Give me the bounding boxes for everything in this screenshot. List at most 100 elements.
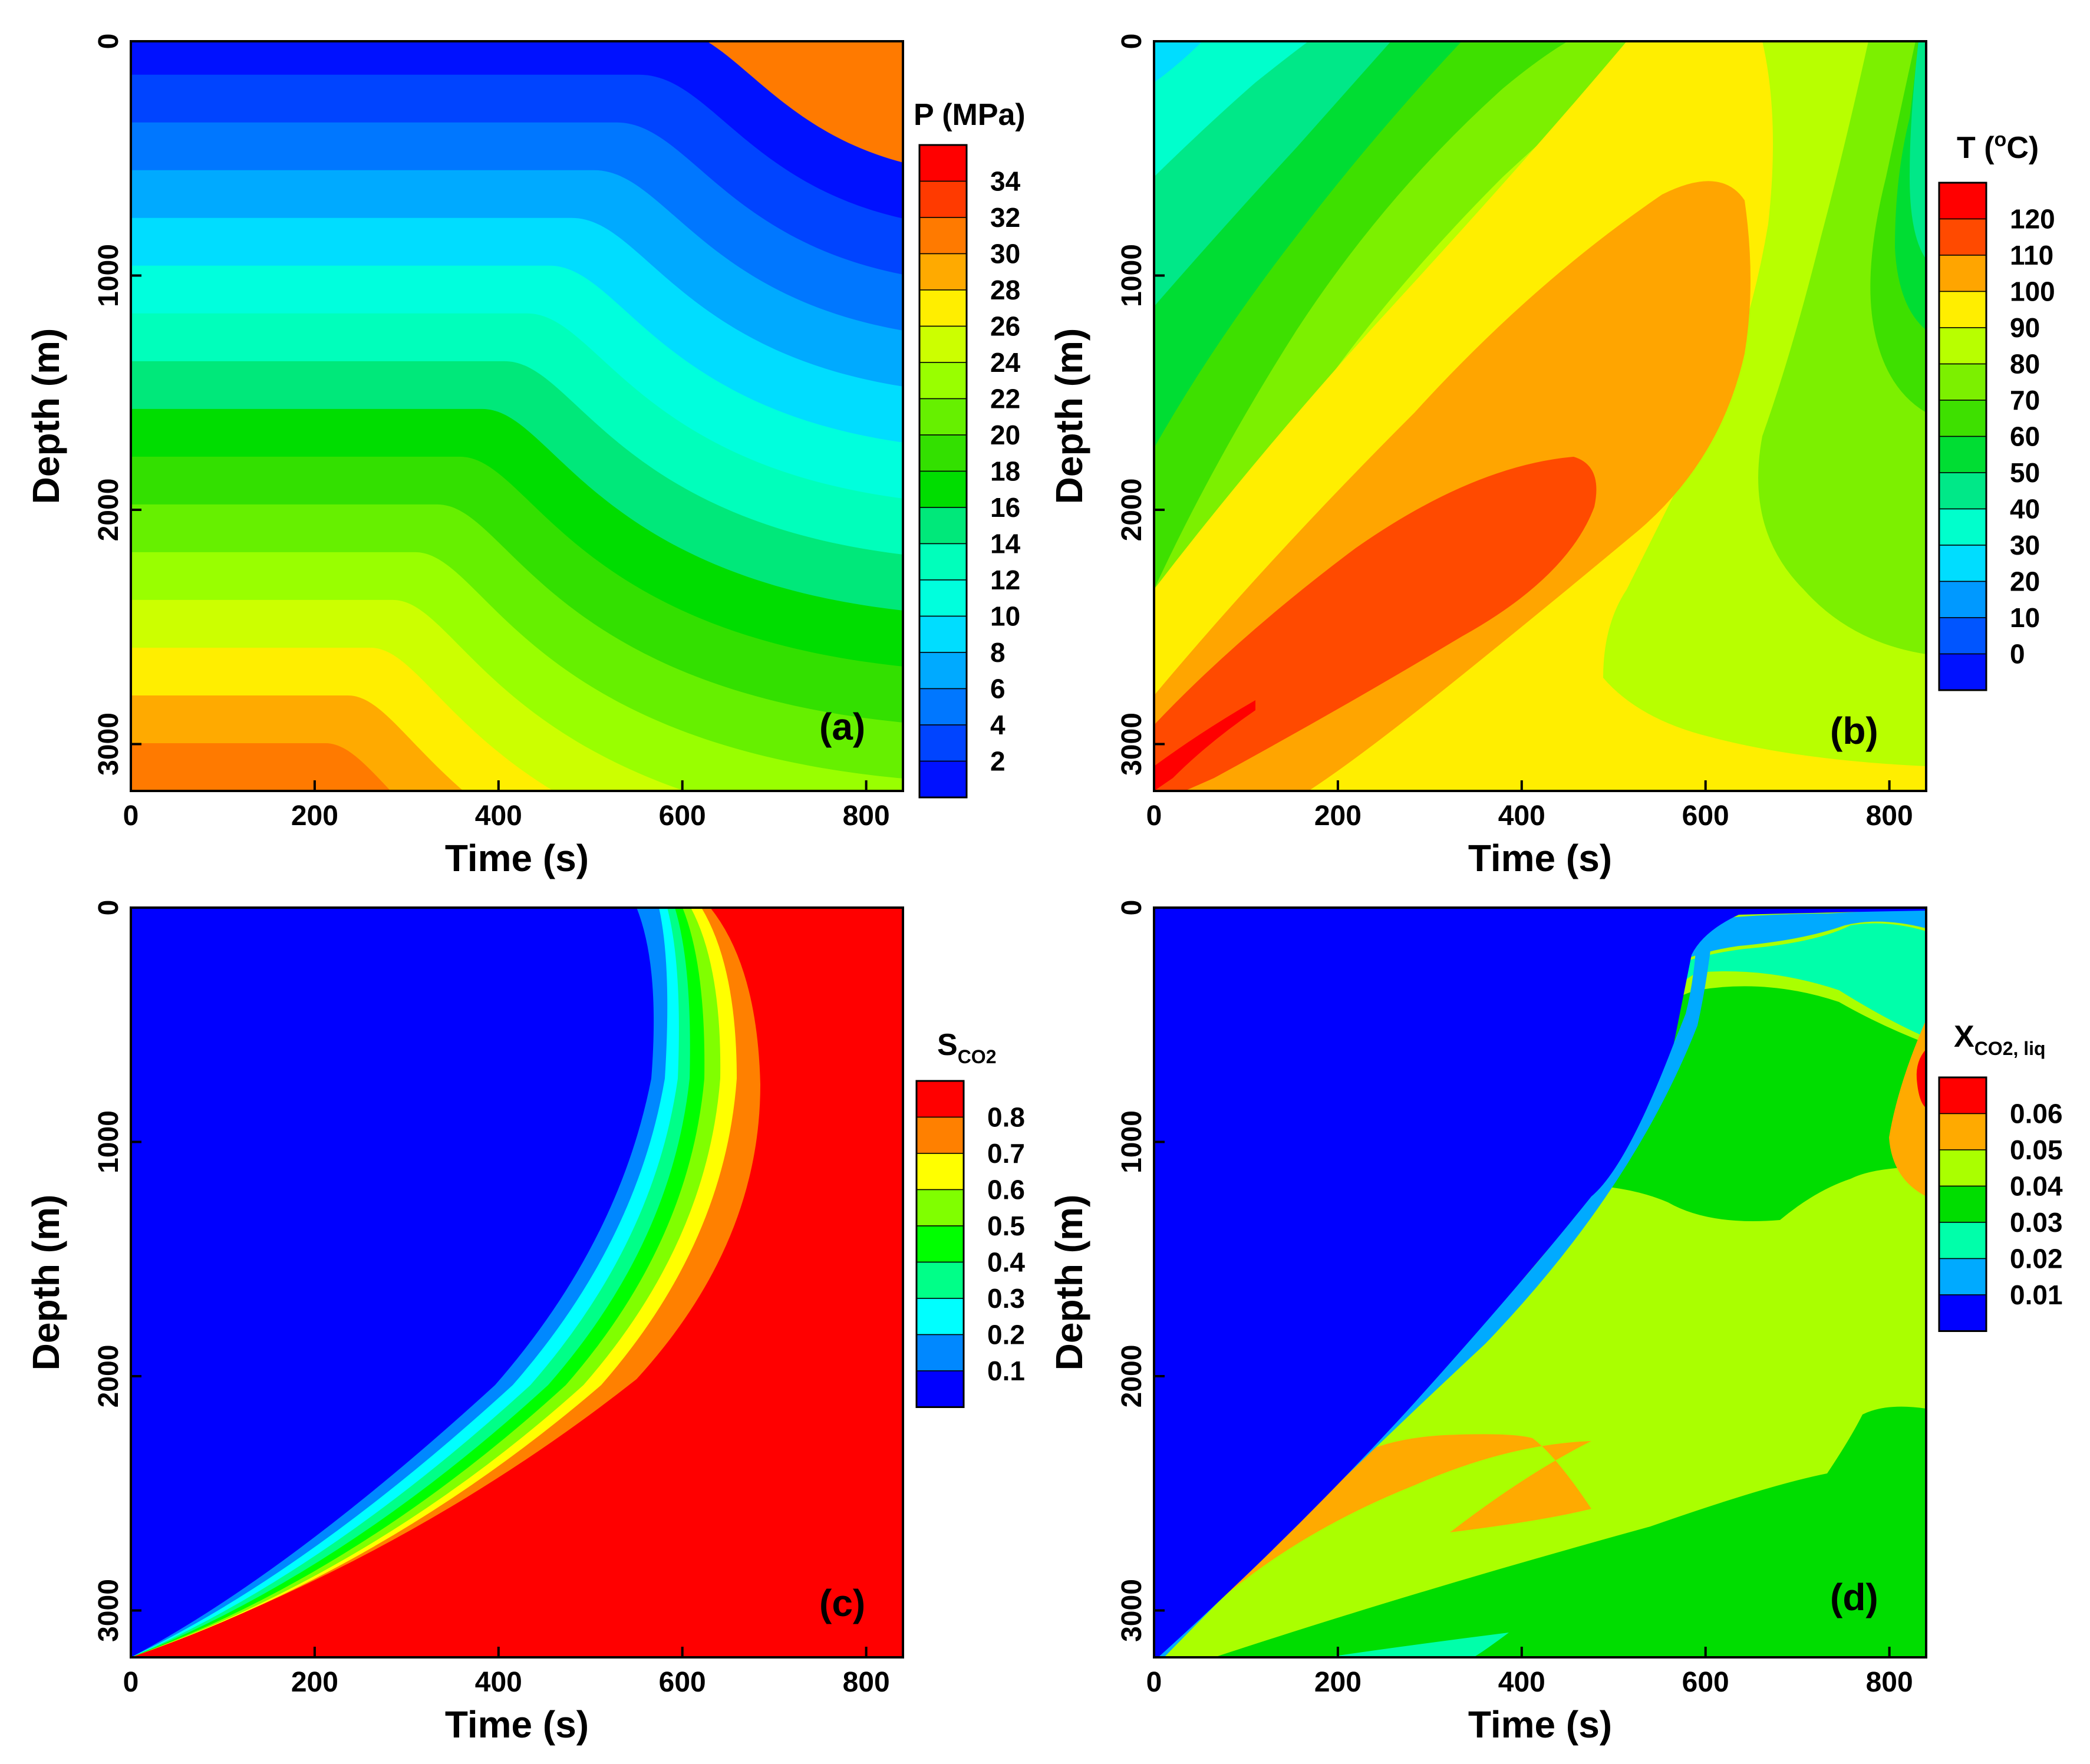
colorbar-swatch (1939, 255, 1987, 292)
colorbar-swatch (1939, 472, 1987, 510)
x-axis-title-a: Time (s) (445, 837, 589, 879)
colorbar-swatch (1939, 1077, 1987, 1115)
colorbar-title-b-end: C) (2006, 131, 2039, 165)
colorbar-label: 18 (990, 456, 1020, 487)
y-tick-label: 0 (93, 900, 124, 916)
colorbar-label: 34 (990, 166, 1021, 197)
y-tick-label: 1000 (1116, 1110, 1148, 1173)
colorbar-swatch (919, 470, 967, 508)
contour-band-d-right-red (1916, 1049, 1926, 1108)
x-tick-label: 400 (475, 800, 522, 832)
colorbar-a: 34 32 30 28 26 24 22 20 18 16 14 12 10 8 6 4 2 (918, 144, 1021, 799)
x-tick-label: 200 (291, 1667, 338, 1698)
colorbar-label: 0.7 (987, 1138, 1025, 1169)
plot-frame-a (130, 40, 904, 792)
colorbar-label: 30 (990, 239, 1020, 269)
colorbar-swatch (919, 325, 967, 363)
colorbar-label: 0.1 (987, 1356, 1025, 1386)
x-tick-label: 0 (123, 800, 139, 832)
colorbar-frame (1938, 1076, 1987, 1332)
colorbar-swatch (1939, 1258, 1987, 1295)
colorbar-swatch (1939, 363, 1987, 401)
colorbar-label: 12 (990, 565, 1020, 595)
panel-c: 0 200 400 600 800 0 1000 2000 3000 Time (s) Dept… (25, 900, 1025, 1746)
colorbar-swatch (916, 1189, 964, 1226)
colorbar-swatch (916, 1370, 964, 1408)
x-tick-label: 600 (659, 1667, 706, 1698)
y-tick-label: 2000 (93, 479, 124, 542)
colorbar-swatch (919, 289, 967, 327)
colorbar-swatch (1939, 291, 1987, 328)
colorbar-swatch (1939, 508, 1987, 546)
y-axis-title-c: Depth (m) (25, 1195, 67, 1371)
colorbar-swatch (919, 615, 967, 653)
y-tick-label: 1000 (93, 244, 124, 307)
colorbar-label: 24 (990, 347, 1021, 378)
colorbar-label: 28 (990, 275, 1020, 305)
colorbar-swatch (1939, 653, 1987, 691)
colorbar-label: 0.2 (987, 1320, 1025, 1350)
colorbar-swatch (1939, 545, 1987, 582)
colorbar-title-c: SCO2 (937, 1028, 996, 1067)
colorbar-swatch (1939, 1222, 1987, 1259)
colorbar-label: 110 (2010, 240, 2053, 271)
contour-band-b-upper-40 (1154, 41, 1308, 177)
y-axis-title-b: Depth (m) (1048, 328, 1090, 505)
y-tick-label: 3000 (1116, 1579, 1148, 1642)
contour-band-c-blue (131, 908, 654, 1657)
contour-band-d-lower-green (1214, 1406, 1926, 1657)
colorbar-swatch (916, 1334, 964, 1371)
colorbar-title-c-sub: CO2 (958, 1046, 997, 1067)
plot-area-b (1154, 41, 1926, 791)
panel-label-a: (a) (819, 705, 865, 748)
colorbar-label: 0.05 (2010, 1135, 2063, 1165)
x-tick-label: 600 (1682, 1667, 1729, 1698)
x-tick-label: 200 (1314, 1667, 1362, 1698)
y-tick-label: 2000 (1116, 1345, 1148, 1408)
y-tick-label: 0 (1116, 34, 1148, 50)
x-tick-label: 400 (1498, 800, 1545, 832)
contour-band-d-upper-aqua (1644, 923, 1926, 1049)
colorbar-frame (1938, 182, 1987, 691)
x-axis-title-b: Time (s) (1468, 837, 1612, 879)
colorbar-label: 14 (990, 529, 1021, 559)
colorbar-swatch (919, 398, 967, 436)
x-tick-label: 600 (1682, 800, 1729, 832)
colorbar-swatch (1939, 581, 1987, 618)
plot-area-c (131, 908, 903, 1657)
colorbar-label: 16 (990, 492, 1020, 523)
colorbar-label: 120 (2010, 204, 2055, 235)
colorbar-label: 10 (990, 601, 1020, 632)
colorbar-label: 0.02 (2010, 1244, 2063, 1274)
colorbar-swatch (1939, 400, 1987, 437)
colorbar-label: 80 (2010, 349, 2040, 380)
colorbar-label: 0.3 (987, 1283, 1025, 1314)
colorbar-label: 2 (990, 746, 1006, 777)
contour-band-b-110 (1154, 457, 1597, 791)
y-tick-label: 3000 (1116, 713, 1148, 776)
colorbar-swatch (919, 507, 967, 545)
x-tick-label: 800 (843, 1667, 890, 1698)
y-tick-label: 2000 (1116, 479, 1148, 542)
y-axis-title-d: Depth (m) (1048, 1195, 1090, 1371)
plot-area-d (1154, 908, 1926, 1657)
ticks-c: 0 200 400 600 800 0 1000 2000 3000 (93, 900, 890, 1698)
ticks-a: 0 200 400 600 800 0 1000 2000 3000 (93, 34, 890, 832)
colorbar-label: 0.5 (987, 1211, 1025, 1241)
contour-bands-a (131, 41, 903, 791)
colorbar-label: 0.01 (2010, 1280, 2063, 1310)
colorbar-swatch (1939, 1185, 1987, 1223)
panel-d: 0 200 400 600 800 0 1000 2000 3000 Time (s) Dept… (1048, 900, 2063, 1746)
colorbar-title-d-sub: CO2, liq (1974, 1038, 2046, 1059)
y-tick-label: 0 (93, 34, 124, 50)
colorbar-title-b-main: T ( (1957, 131, 1995, 165)
colorbar-label: 26 (990, 311, 1020, 342)
contour-band-d-lower-aqua (1326, 1633, 1509, 1657)
colorbar-label: 20 (2010, 566, 2040, 597)
colorbar-title-c-main: S (937, 1028, 958, 1062)
colorbar-label: 50 (2010, 457, 2040, 488)
colorbar-swatch (919, 144, 967, 182)
panel-label-c: (c) (819, 1582, 865, 1624)
